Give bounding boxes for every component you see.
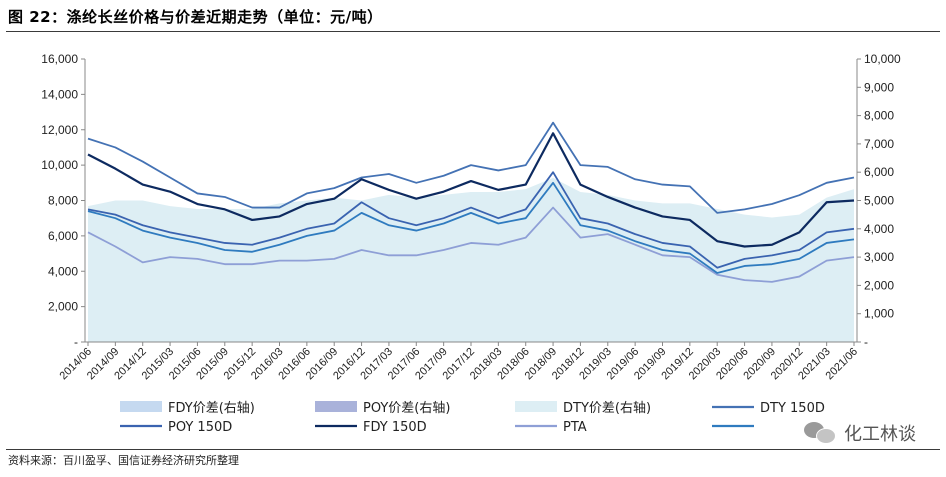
left-tick-label: 14,000 [41, 87, 78, 101]
legend-swatch-0 [120, 401, 162, 412]
watermark-text: 化工林谈 [844, 424, 916, 445]
chart-title: 图 22：涤纶长丝价格与价差近期走势（单位：元/吨） [8, 8, 383, 26]
area-series-2 [88, 177, 854, 342]
right-tick-label: 4,000 [864, 222, 894, 236]
right-tick-label: 10,000 [864, 52, 901, 66]
left-tick-label: 12,000 [41, 123, 78, 137]
legend-label-6: PTA [563, 420, 587, 435]
right-tick-label: 8,000 [864, 109, 894, 123]
source-note: 资料来源：百川盈孚、国信证券经济研究所整理 [8, 454, 239, 467]
legend-label-2: DTY价差(右轴) [563, 401, 651, 416]
legend-label-0: FDY价差(右轴) [168, 401, 255, 416]
watermark: 化工林谈 [804, 420, 916, 446]
line-series-5 [87, 132, 855, 248]
legend-label-4: POY 150D [168, 420, 232, 435]
title-divider [6, 31, 940, 32]
right-tick-label: 6,000 [864, 165, 894, 179]
line-series-4 [87, 171, 855, 269]
line-series-6 [87, 206, 855, 283]
left-tick-label: 16,000 [41, 52, 78, 66]
legend-label-3: DTY 150D [760, 401, 825, 416]
right-tick-label: 1,000 [864, 307, 894, 321]
legend-swatch-2 [515, 401, 557, 412]
left-tick-label: 10,000 [41, 158, 78, 172]
legend-swatch-1 [315, 401, 357, 412]
left-tick-label: 6,000 [48, 229, 78, 243]
left-tick-label: 2,000 [48, 300, 78, 314]
right-tick-label: 3,000 [864, 250, 894, 264]
right-tick-label: 5,000 [864, 194, 894, 208]
source-divider [6, 449, 940, 450]
right-tick-label: - [864, 335, 868, 349]
legend-label-5: FDY 150D [363, 420, 427, 435]
right-tick-label: 9,000 [864, 80, 894, 94]
legend-label-1: POY价差(右轴) [363, 401, 450, 416]
wechat-icon [804, 420, 838, 446]
line-series-7 [87, 181, 855, 274]
line-series-3 [87, 121, 855, 214]
left-tick-label: 8,000 [48, 194, 78, 208]
left-tick-label: - [74, 335, 78, 349]
right-tick-label: 2,000 [864, 278, 894, 292]
right-tick-label: 7,000 [864, 137, 894, 151]
left-tick-label: 4,000 [48, 264, 78, 278]
